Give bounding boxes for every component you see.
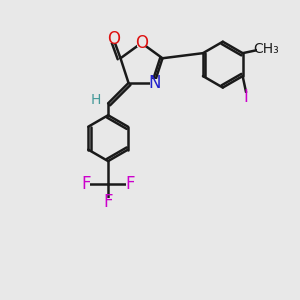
Text: O: O <box>107 30 120 48</box>
Text: F: F <box>125 176 135 194</box>
FancyBboxPatch shape <box>137 39 146 47</box>
FancyBboxPatch shape <box>82 181 90 188</box>
Text: I: I <box>244 88 248 106</box>
FancyBboxPatch shape <box>242 93 250 102</box>
FancyBboxPatch shape <box>150 79 159 87</box>
Text: H: H <box>91 93 101 107</box>
Text: F: F <box>103 193 113 211</box>
Text: N: N <box>148 74 161 92</box>
FancyBboxPatch shape <box>104 199 112 206</box>
FancyBboxPatch shape <box>257 45 275 53</box>
FancyBboxPatch shape <box>126 181 134 188</box>
FancyBboxPatch shape <box>109 35 118 44</box>
FancyBboxPatch shape <box>92 97 100 104</box>
Text: CH₃: CH₃ <box>253 42 279 56</box>
Text: F: F <box>81 176 91 194</box>
Text: O: O <box>135 34 148 52</box>
